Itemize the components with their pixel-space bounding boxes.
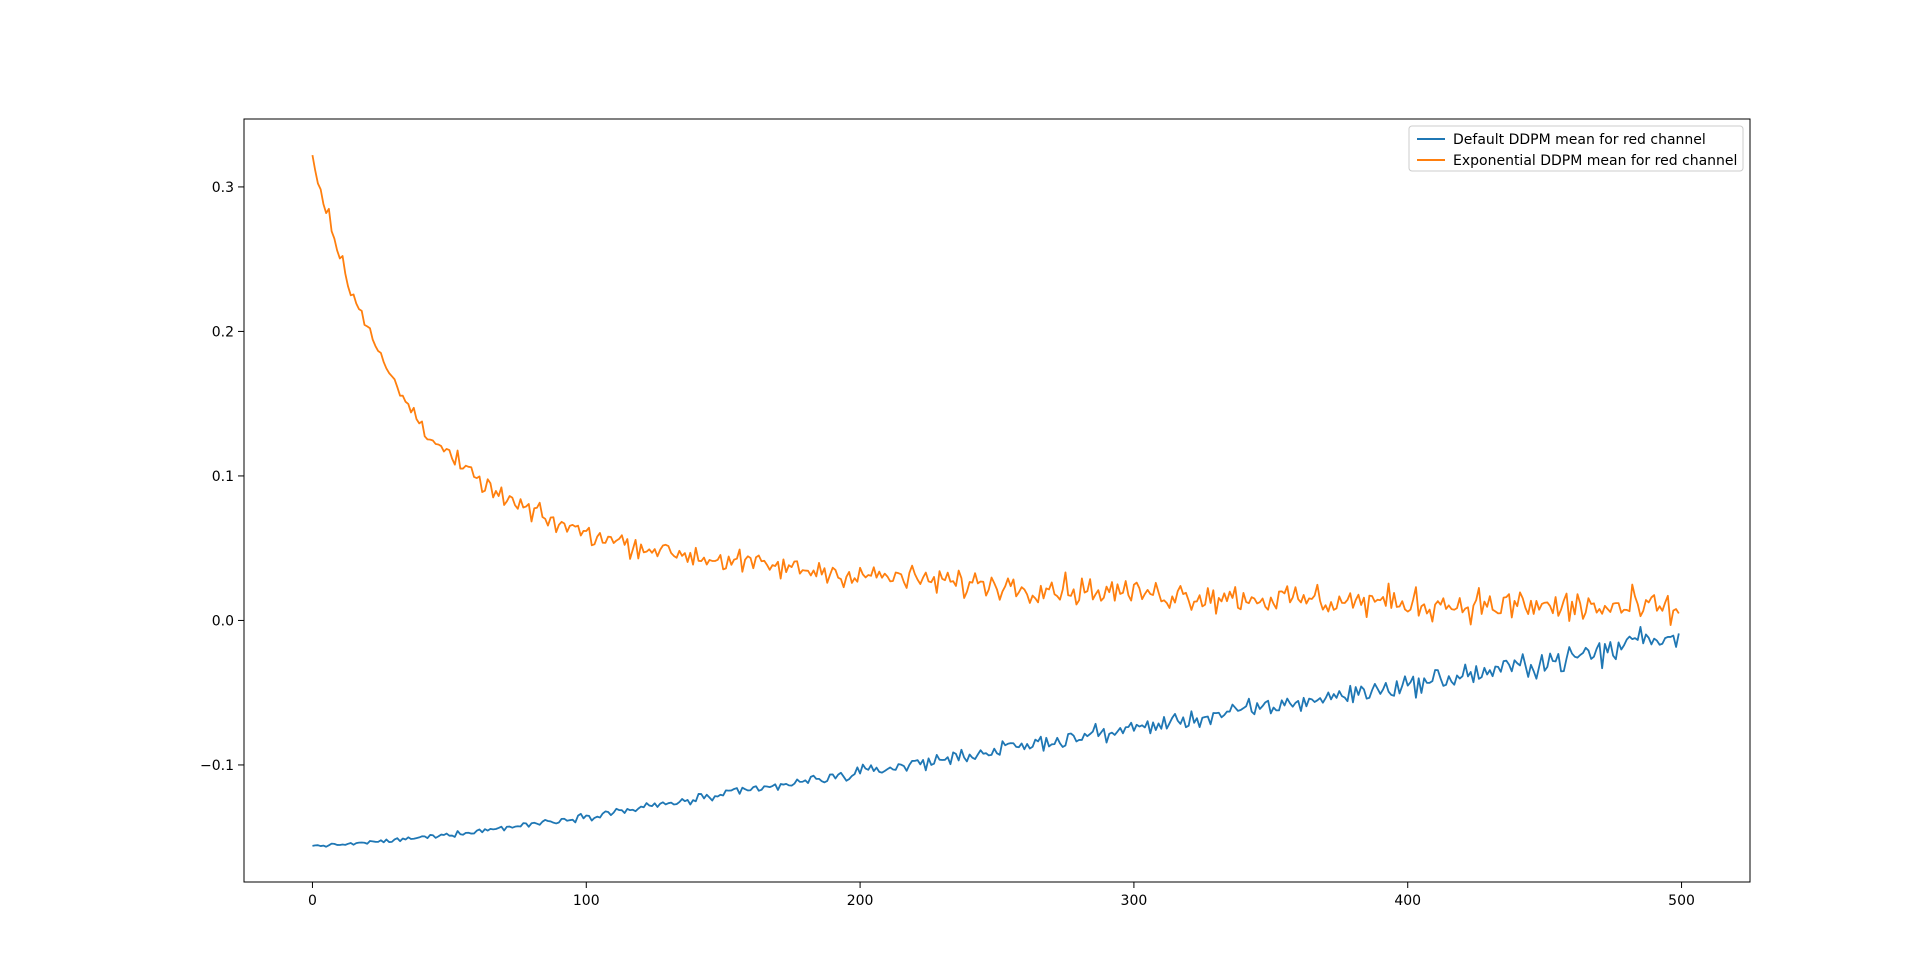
y-tick-label: 0.0	[212, 613, 234, 629]
y-axis: −0.1 0.0 0.1 0.2 0.3	[200, 180, 244, 774]
legend-label: Exponential DDPM mean for red channel	[1453, 153, 1737, 169]
legend: Default DDPM mean for red channel Exponen…	[1408, 125, 1744, 172]
default-ddpm-series-line	[312, 626, 1680, 848]
exponential-ddpm-series-line	[311, 154, 1680, 626]
y-tick-label: −0.1	[200, 758, 234, 774]
y-tick-label: 0.2	[212, 324, 234, 340]
x-axis: 0 100 200 300 400 500	[308, 882, 1695, 909]
y-tick-label: 0.3	[212, 180, 234, 196]
x-tick-label: 200	[847, 893, 874, 909]
legend-label: Default DDPM mean for red channel	[1453, 132, 1706, 148]
x-tick-label: 400	[1394, 893, 1421, 909]
x-tick-label: 300	[1121, 893, 1148, 909]
x-tick-label: 100	[573, 893, 600, 909]
series-layer	[311, 154, 1680, 848]
plot-frame	[243, 118, 1751, 883]
x-tick-label: 0	[308, 893, 317, 909]
x-tick-label: 500	[1668, 893, 1695, 909]
legend-box	[1408, 125, 1744, 172]
y-tick-label: 0.1	[212, 469, 234, 485]
